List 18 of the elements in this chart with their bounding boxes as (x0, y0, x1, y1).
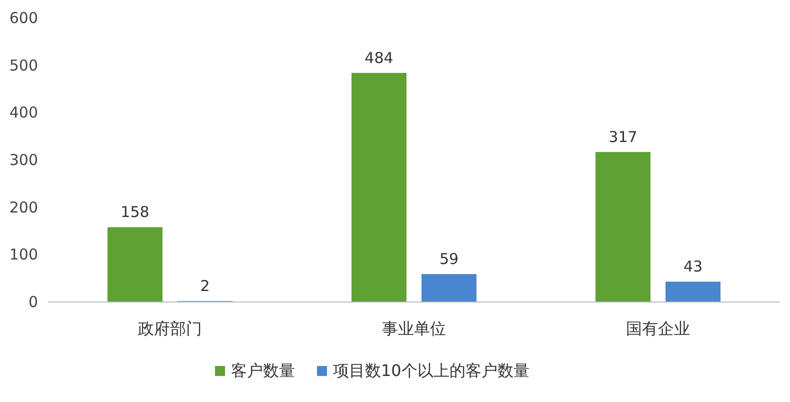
data-label: 2 (200, 277, 210, 296)
y-tick-label: 400 (9, 104, 38, 122)
legend-label: 客户数量 (231, 361, 295, 380)
x-tick-label: 国有企业 (626, 319, 690, 338)
y-tick-label: 500 (9, 56, 38, 74)
y-tick-label: 300 (9, 151, 38, 169)
y-tick-label: 0 (28, 293, 38, 311)
y-tick-label: 200 (9, 198, 38, 216)
data-label: 484 (364, 48, 394, 67)
x-tick-label: 政府部门 (138, 319, 202, 338)
data-label: 317 (608, 128, 638, 146)
y-tick-label: 100 (9, 246, 38, 264)
data-label: 158 (120, 203, 150, 222)
legend-label: 项目数10个以上的客户数量 (333, 361, 530, 380)
x-tick-label: 事业单位 (382, 319, 446, 338)
data-label: 43 (683, 258, 703, 276)
data-label: 59 (439, 250, 459, 268)
y-tick-label: 600 (9, 9, 38, 27)
